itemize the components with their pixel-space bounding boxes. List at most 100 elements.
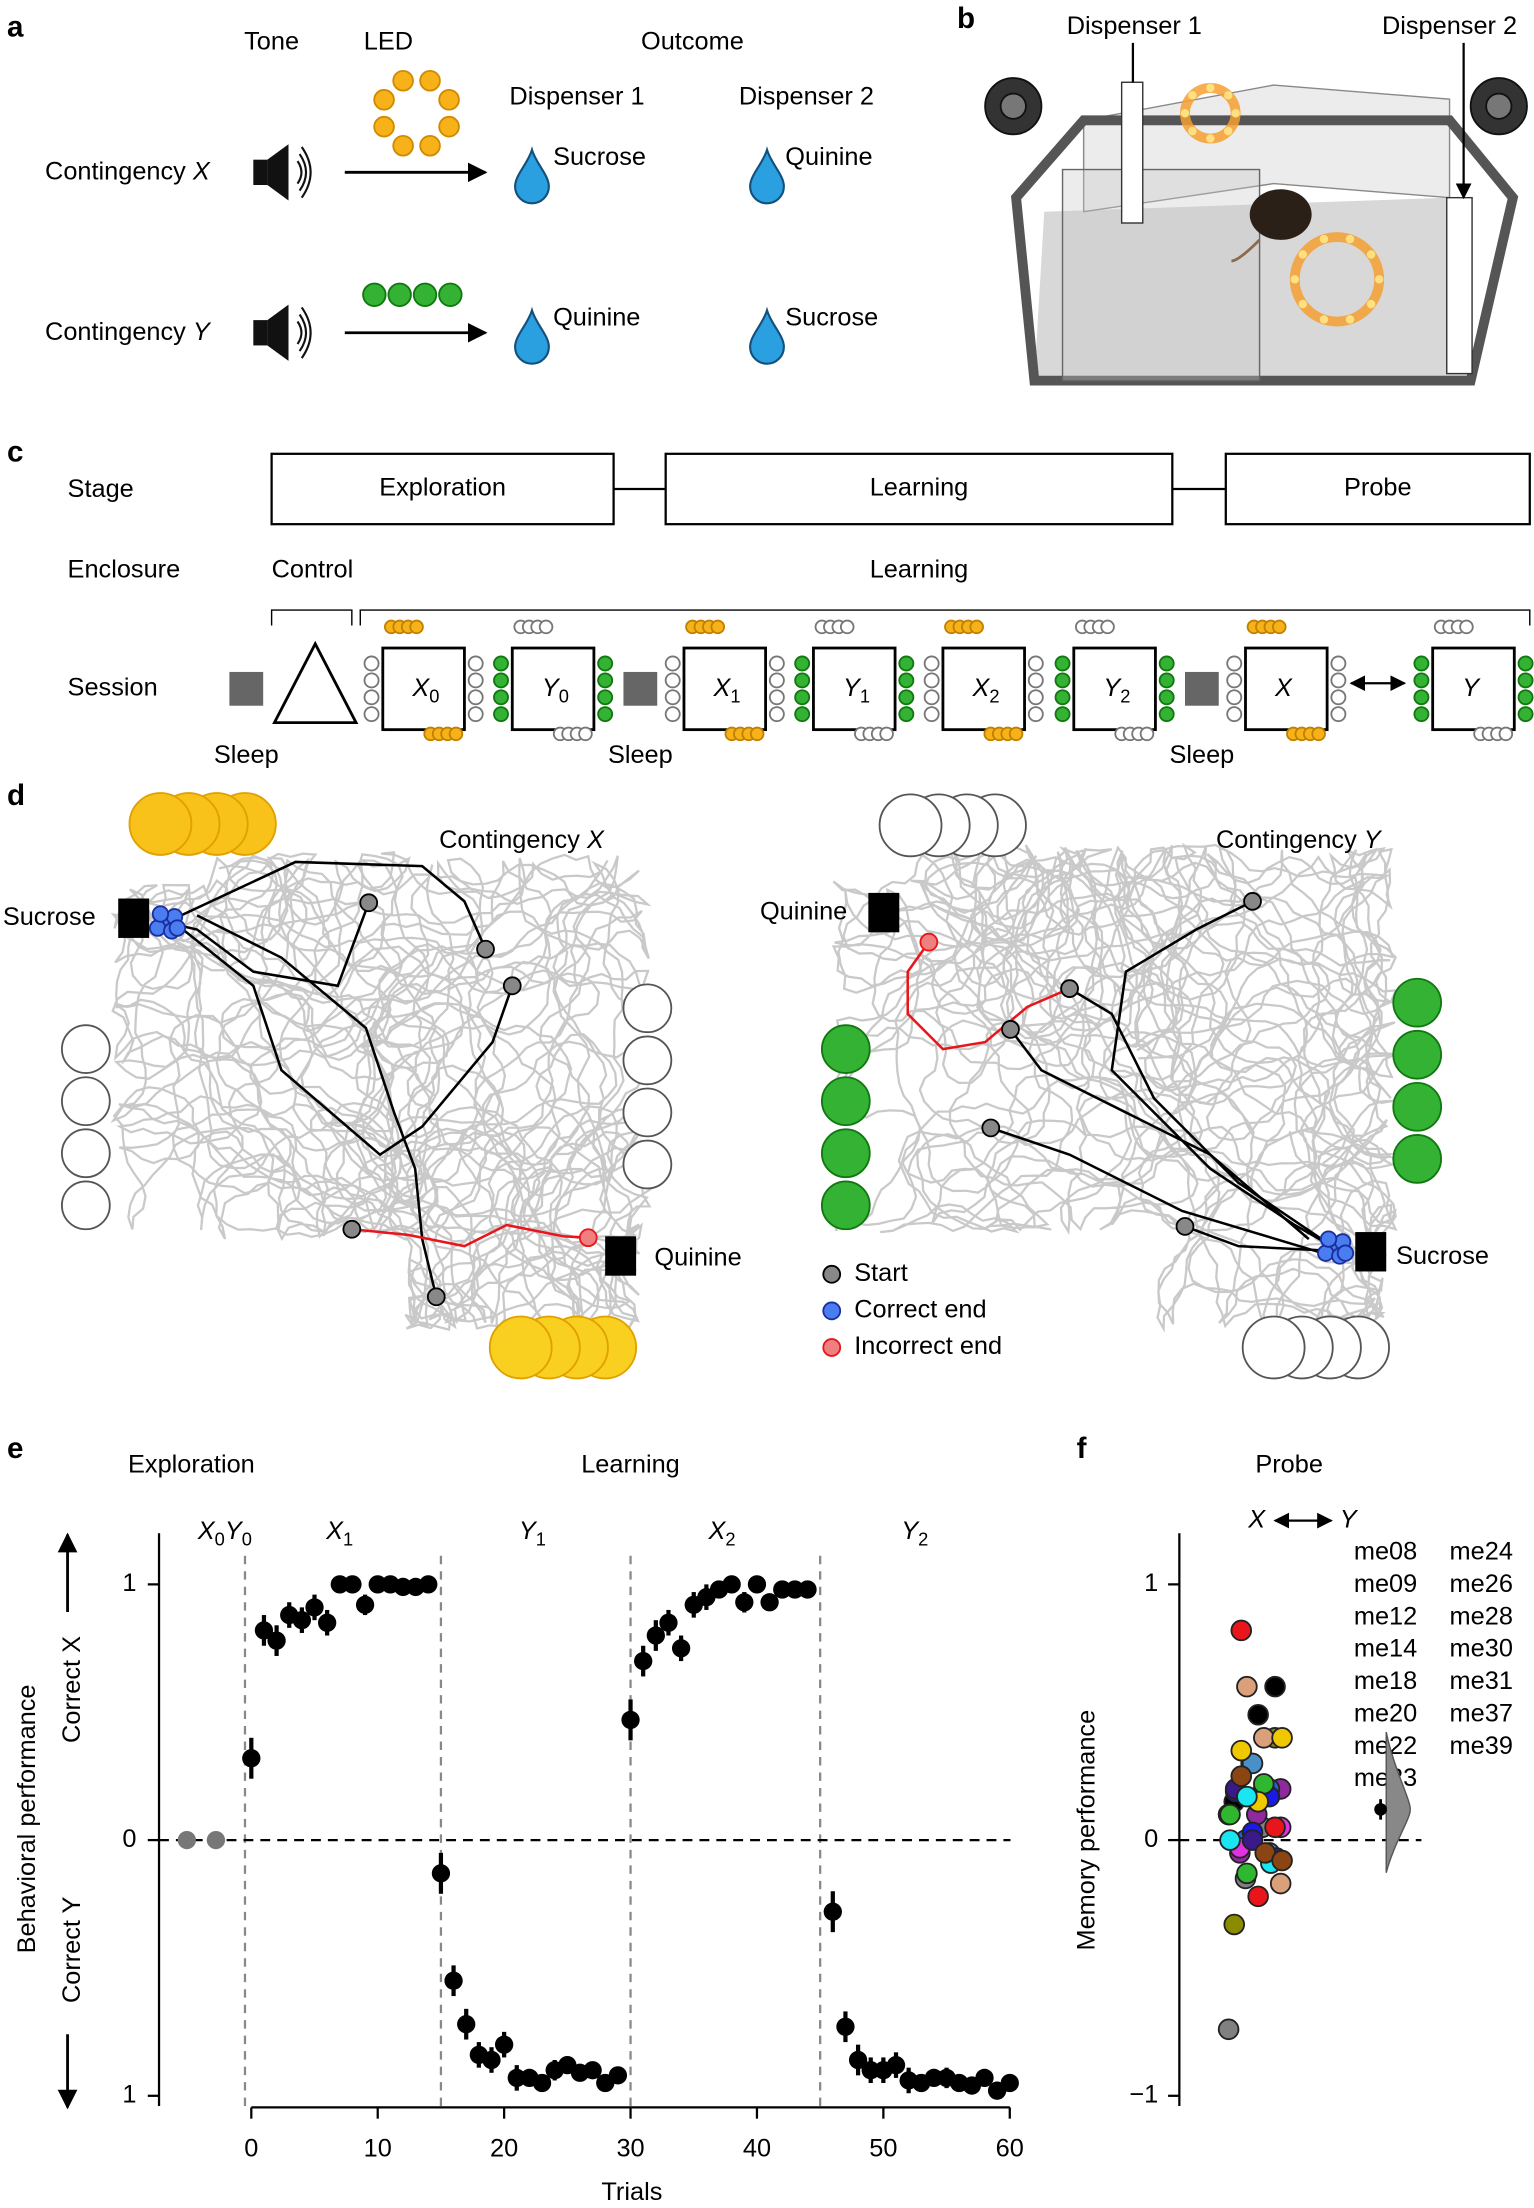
led: [768, 689, 785, 706]
x-tick-label: 50: [869, 2134, 897, 2162]
led: [493, 672, 509, 689]
led: [768, 672, 785, 689]
session-box: [1431, 646, 1516, 732]
panel-label: b: [957, 2, 975, 35]
data-point: [583, 2061, 602, 2080]
led: [898, 672, 915, 689]
start-dot: [342, 1219, 362, 1239]
session-label-part: 0: [559, 685, 569, 706]
start-dot: [359, 893, 379, 913]
panel-label: f: [1077, 1432, 1087, 1465]
legend-label: me09: [1354, 1570, 1417, 1598]
session-box: [510, 646, 596, 732]
start-dot: [1060, 979, 1079, 998]
stage-label: Probe: [1344, 474, 1412, 502]
data-point: [1219, 1829, 1241, 1851]
session-box: [812, 646, 897, 732]
trajectory: [110, 852, 652, 1330]
session-label-part: 1: [730, 685, 740, 706]
data-point: [634, 1651, 653, 1671]
data-point: [1219, 1803, 1241, 1826]
data-point: [305, 1598, 324, 1617]
dispenser-label: Dispenser 2: [739, 82, 874, 110]
led: [1311, 726, 1326, 742]
y-tick-label: 0: [122, 1825, 136, 1853]
mouse-tail: [1231, 238, 1261, 263]
led: [1206, 83, 1215, 93]
led: [794, 706, 811, 723]
legend-label: me12: [1354, 1602, 1417, 1630]
data-point: [975, 2068, 994, 2088]
map-title-part: Y: [1364, 826, 1383, 854]
data-point: [444, 1971, 463, 1990]
led: [1298, 299, 1308, 309]
led: [448, 726, 464, 742]
stage-label: Learning: [870, 474, 969, 502]
data-point: [608, 2066, 628, 2085]
led: [61, 1128, 111, 1179]
phase-label-part: 0: [215, 1528, 225, 1549]
led: [1027, 655, 1044, 672]
led: [1027, 672, 1044, 689]
data-point: [507, 2068, 526, 2088]
outcome-label: Quinine: [785, 143, 872, 171]
data-point: [1271, 1727, 1293, 1749]
led: [438, 115, 460, 138]
led: [839, 619, 855, 635]
led: [597, 655, 614, 672]
legend-label: Incorrect end: [854, 1332, 1002, 1360]
led: [1392, 1081, 1443, 1132]
map-title-part: X: [586, 826, 605, 854]
bracket: [359, 609, 1531, 626]
correct-end: [1336, 1244, 1355, 1262]
led: [409, 619, 424, 635]
session-box: [381, 646, 466, 732]
header: Exploration: [128, 1450, 255, 1478]
led: [622, 983, 673, 1034]
sleep-box: [229, 671, 264, 706]
data-point: [419, 1575, 438, 1594]
led: [1139, 726, 1155, 742]
row-label: Stage: [68, 475, 134, 503]
data-point: [1264, 1675, 1286, 1698]
stage-label: Exploration: [379, 474, 506, 502]
stage-box: [270, 452, 615, 526]
session-box: [1244, 646, 1329, 732]
speaker: [253, 159, 268, 186]
data-point: [798, 1580, 817, 1599]
data-point: [330, 1575, 349, 1594]
led: [1345, 234, 1355, 244]
data-point: [861, 2061, 880, 2080]
led: [419, 134, 441, 157]
session-label: X1: [713, 674, 741, 707]
session-label: X: [1274, 674, 1293, 702]
session-label-part: 1: [860, 685, 870, 706]
led: [664, 655, 681, 672]
session-label-part: Y: [843, 674, 862, 702]
led: [61, 1024, 111, 1074]
session-label: Y: [1462, 674, 1481, 702]
trajectory-correct: [196, 914, 438, 1298]
led: [1224, 91, 1233, 100]
led: [467, 706, 484, 723]
trajectory-correct: [165, 860, 487, 950]
header: Outcome: [641, 28, 744, 56]
enclosure-label: Control: [272, 555, 354, 583]
sleep-box: [623, 671, 658, 706]
droplet: [749, 306, 785, 365]
legend-marker: [822, 1264, 842, 1284]
led: [493, 706, 509, 723]
data-point: [1223, 1913, 1246, 1936]
led: [1100, 619, 1115, 635]
row-label-part: Y: [193, 317, 212, 345]
session-label: Y0: [542, 674, 569, 707]
map-title: Contingency X: [439, 826, 605, 854]
correct-end: [1319, 1230, 1338, 1248]
data-point: [177, 1830, 196, 1850]
legend-label: me37: [1450, 1699, 1513, 1727]
led: [1226, 689, 1243, 706]
led: [622, 1035, 673, 1086]
led: [1027, 706, 1044, 723]
led: [1206, 134, 1215, 143]
data-point: [206, 1830, 226, 1850]
